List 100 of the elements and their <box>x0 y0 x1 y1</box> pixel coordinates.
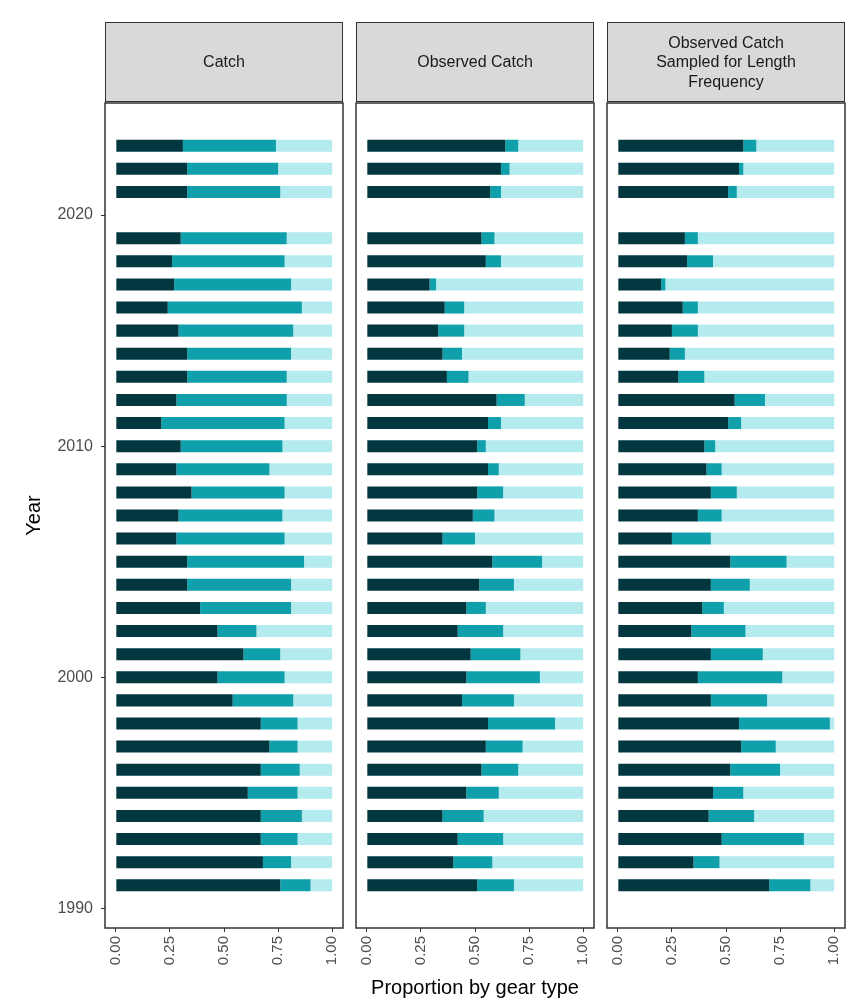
bar <box>367 162 501 175</box>
x-tick-label: 0.00 <box>607 936 625 966</box>
bar <box>477 879 514 892</box>
bar <box>767 694 835 707</box>
bar <box>116 370 188 383</box>
bar <box>282 440 333 453</box>
bar <box>116 625 218 638</box>
bar <box>367 301 445 314</box>
bar <box>200 601 292 614</box>
bar <box>297 833 333 846</box>
bar <box>116 809 261 822</box>
x-tick-label: 1.00 <box>573 936 591 966</box>
bar <box>367 879 478 892</box>
x-tick-label: 0.75 <box>770 936 788 966</box>
y-axis-title: Year <box>21 494 44 536</box>
bar <box>367 278 430 291</box>
bar <box>500 162 510 175</box>
bar <box>542 555 584 568</box>
bar <box>710 648 763 661</box>
bar <box>518 139 584 152</box>
bar <box>367 601 467 614</box>
bar <box>260 763 300 776</box>
bar <box>367 393 497 406</box>
bar <box>485 440 584 453</box>
bar <box>697 232 835 245</box>
bar <box>284 417 333 430</box>
bar <box>669 347 685 360</box>
x-tick-label: 0.50 <box>465 936 483 966</box>
bar <box>116 393 177 406</box>
y-tick-label: 1990 <box>57 898 94 916</box>
bar <box>485 740 523 753</box>
bar <box>116 879 281 892</box>
bar <box>217 625 257 638</box>
bar <box>466 786 499 799</box>
bar <box>618 509 698 522</box>
bar <box>116 463 177 476</box>
bar <box>367 486 478 499</box>
bar <box>684 347 835 360</box>
bar <box>367 185 491 198</box>
bar <box>269 740 298 753</box>
bar <box>498 463 584 476</box>
bar <box>291 278 333 291</box>
bar <box>490 185 501 198</box>
bar <box>457 625 504 638</box>
bar <box>286 232 333 245</box>
bar <box>293 694 333 707</box>
bar <box>180 440 283 453</box>
bar <box>697 671 783 684</box>
bar <box>618 162 739 175</box>
bar <box>116 671 218 684</box>
bar <box>429 278 437 291</box>
bar <box>367 370 447 383</box>
bar <box>728 185 737 198</box>
bar <box>721 509 835 522</box>
x-tick-label: 0.00 <box>356 936 374 966</box>
bar <box>708 809 755 822</box>
bar <box>367 833 458 846</box>
bar <box>741 740 776 753</box>
bar <box>217 671 285 684</box>
bar <box>721 833 804 846</box>
bar <box>299 763 333 776</box>
bar <box>618 625 692 638</box>
bar <box>438 324 465 337</box>
bar <box>618 393 735 406</box>
bar <box>174 278 292 291</box>
bar <box>116 255 173 268</box>
x-tick-label: 0.00 <box>105 936 123 966</box>
bar <box>518 763 584 776</box>
bar <box>116 555 188 568</box>
bar <box>719 856 835 869</box>
bar <box>442 532 475 545</box>
bar <box>116 440 181 453</box>
x-tick-label: 0.25 <box>662 936 680 966</box>
bar <box>741 417 835 430</box>
bar <box>367 717 488 730</box>
bar <box>492 856 584 869</box>
bar <box>477 486 504 499</box>
bar <box>116 532 177 545</box>
bar <box>161 417 285 430</box>
bar <box>180 232 287 245</box>
bar <box>769 879 811 892</box>
bar <box>367 648 471 661</box>
bar <box>444 301 465 314</box>
bar <box>178 509 283 522</box>
bar <box>116 347 188 360</box>
bar <box>116 417 162 430</box>
bar <box>256 625 333 638</box>
bar <box>697 301 835 314</box>
x-tick-label: 0.25 <box>160 936 178 966</box>
bar <box>191 486 285 499</box>
bar <box>738 162 744 175</box>
bar <box>697 509 722 522</box>
bar <box>730 555 787 568</box>
bar <box>284 255 333 268</box>
bar <box>494 509 584 522</box>
bar <box>503 625 584 638</box>
bar <box>492 555 543 568</box>
x-axis-title: Proportion by gear type <box>371 975 579 998</box>
bar <box>116 278 175 291</box>
bar <box>743 162 835 175</box>
